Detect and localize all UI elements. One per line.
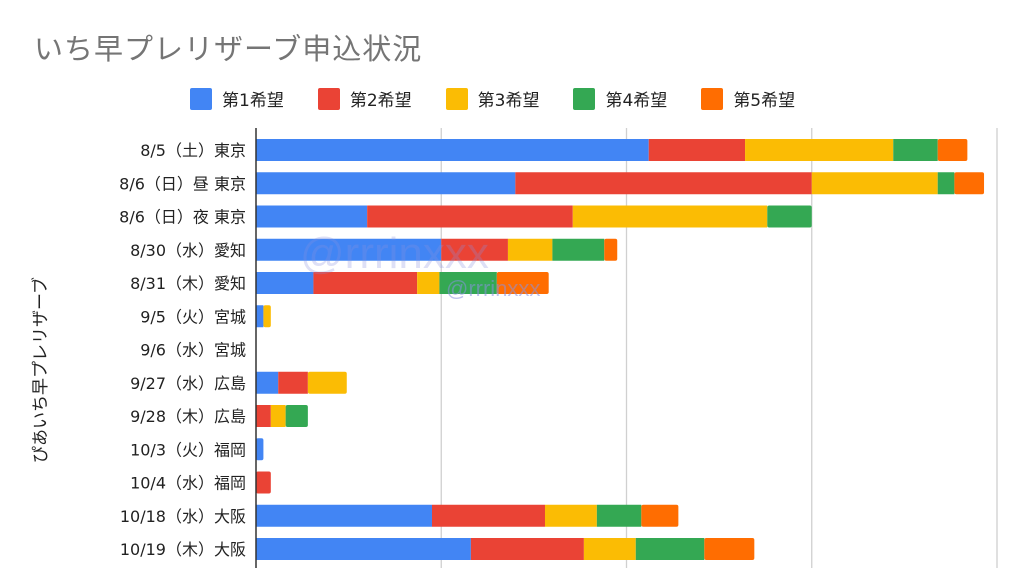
category-label: 8/5（土）東京 — [140, 141, 246, 160]
bar-segment-5 — [704, 538, 755, 560]
legend-label: 第2希望 — [349, 91, 412, 111]
legend-item[interactable]: 第4希望 — [573, 86, 667, 111]
legend-swatch — [190, 87, 212, 110]
legend-swatch — [317, 87, 340, 110]
chart-title: いち早プレリザーブ申込状況 — [34, 32, 423, 66]
watermark: @rrrinxxx — [300, 229, 489, 278]
bar-segment-1 — [256, 272, 314, 294]
bar-segment-3 — [544, 504, 597, 527]
legend-item[interactable]: 第3希望 — [445, 86, 540, 111]
bar-segment-5 — [937, 139, 968, 161]
bar-segment-1 — [256, 172, 516, 195]
category-label: 9/27（水）広島 — [130, 374, 246, 393]
bar-segment-4 — [552, 238, 605, 261]
legend: 第1希望 第2希望 第3希望 第4希望 第5希望 — [190, 86, 829, 111]
category-label: 8/6（日）昼 東京 — [119, 174, 246, 193]
bar-segment-2 — [278, 371, 308, 394]
bar-segment-2 — [256, 405, 271, 427]
bar-segment-1 — [256, 371, 279, 394]
category-label: 10/18（水）大阪 — [120, 507, 246, 526]
bar-segment-1 — [256, 538, 471, 560]
bar-segment-3 — [263, 305, 271, 328]
category-label: 10/4（水）福岡 — [130, 474, 246, 493]
bar-segment-1 — [256, 305, 264, 328]
bar-segment-1 — [256, 205, 368, 228]
legend-item[interactable]: 第2希望 — [317, 86, 412, 111]
bar-segment-3 — [811, 172, 938, 195]
bar-segment-2 — [441, 238, 508, 261]
bar-segment-3 — [572, 205, 768, 228]
bar-segment-4 — [439, 272, 497, 294]
bar-segment-1 — [256, 139, 649, 161]
bar-segment-4 — [893, 139, 938, 161]
category-label: 8/6（日）夜 東京 — [119, 208, 246, 227]
bar-segment-3 — [307, 371, 347, 394]
bar-segment-4 — [937, 172, 955, 195]
bar-segment-3 — [270, 405, 286, 427]
bar-segment-2 — [367, 205, 573, 228]
legend-label: 第5希望 — [733, 91, 796, 111]
bar-segment-5 — [954, 172, 985, 195]
bar-segment-4 — [635, 538, 705, 560]
legend-label: 第4希望 — [605, 91, 668, 111]
bar-segment-3 — [745, 139, 894, 161]
bar-segment-2 — [515, 172, 812, 195]
bar-segment-2 — [431, 504, 545, 527]
bar-segment-2 — [648, 139, 746, 161]
legend-swatch — [701, 87, 724, 110]
bar-segment-5 — [641, 504, 679, 527]
bar-segment-1 — [256, 438, 264, 461]
category-label: 8/31（木）愛知 — [130, 274, 246, 293]
y-axis-title: ぴあいち早プレリザーブ — [30, 277, 51, 463]
bar-segment-5 — [604, 238, 618, 261]
legend-item[interactable]: 第5希望 — [701, 86, 795, 111]
category-label: 10/19（木）大阪 — [120, 540, 246, 559]
category-label: 9/28（木）広島 — [130, 407, 246, 426]
bar-segment-2 — [470, 538, 584, 560]
bar-segment-3 — [417, 272, 440, 294]
bar-segment-2 — [313, 272, 418, 294]
category-label: 9/6（水）宮城 — [140, 341, 246, 360]
bar-segment-1 — [256, 504, 432, 527]
legend-swatch — [445, 87, 468, 110]
bar-segment-5 — [496, 272, 549, 294]
category-label: 8/30（水）愛知 — [130, 241, 246, 260]
bar-segment-3 — [583, 538, 636, 560]
watermark: @rrrinxxx — [446, 276, 540, 301]
category-label: 9/5（火）宮城 — [140, 307, 246, 326]
legend-swatch — [573, 87, 596, 110]
bar-segment-4 — [767, 205, 812, 228]
legend-label: 第3希望 — [477, 91, 540, 111]
category-label: 10/3（火）福岡 — [130, 440, 246, 459]
bar-segment-4 — [285, 405, 308, 427]
legend-label: 第1希望 — [222, 91, 284, 111]
bar-segment-4 — [596, 504, 642, 527]
legend-item[interactable]: 第1希望 — [190, 86, 284, 111]
bar-segment-2 — [256, 471, 271, 494]
bar-segment-1 — [256, 238, 442, 261]
bar-segment-3 — [507, 238, 553, 261]
